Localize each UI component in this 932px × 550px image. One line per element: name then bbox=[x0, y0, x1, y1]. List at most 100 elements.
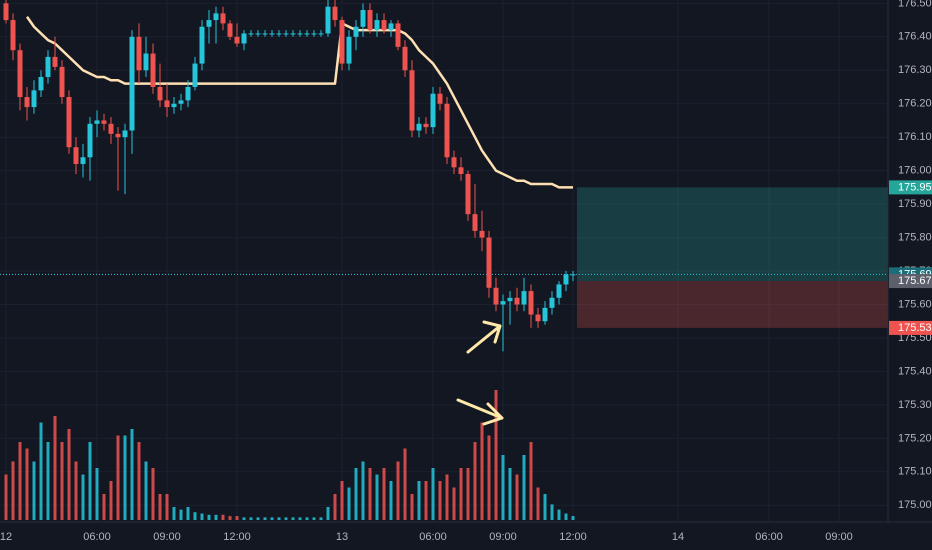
candle-body bbox=[465, 174, 471, 215]
y-tick-label: 175.00 bbox=[898, 499, 932, 511]
volume-bar bbox=[18, 442, 22, 520]
y-tick-label: 176.50 bbox=[898, 0, 932, 9]
candle-body bbox=[87, 123, 93, 158]
candle-body bbox=[570, 274, 576, 276]
volume-bar bbox=[305, 517, 309, 520]
candle-body bbox=[227, 23, 233, 37]
candle-body bbox=[66, 97, 72, 148]
candle-body bbox=[500, 301, 506, 305]
volume-bar bbox=[193, 512, 197, 520]
x-tick-label: 09:00 bbox=[825, 531, 853, 543]
x-tick-label: 09:00 bbox=[153, 531, 181, 543]
moving-average bbox=[25, 16, 573, 189]
candle-body bbox=[493, 287, 499, 305]
candle-body bbox=[199, 26, 205, 64]
y-tick-label: 176.10 bbox=[898, 131, 932, 143]
volume-bar bbox=[389, 481, 393, 520]
volume-bar bbox=[396, 461, 400, 520]
candle-body bbox=[458, 167, 464, 174]
volume-bar bbox=[81, 474, 85, 520]
candle-body bbox=[514, 297, 520, 305]
volume-bar bbox=[221, 514, 225, 520]
candle-body bbox=[451, 157, 457, 168]
volume-bar bbox=[235, 516, 239, 520]
x-tick-label: 12:00 bbox=[223, 531, 251, 543]
target-zone bbox=[577, 187, 888, 282]
volume-bar bbox=[333, 494, 337, 520]
candle-body bbox=[332, 6, 338, 21]
candle-body bbox=[472, 214, 478, 231]
volume-bar bbox=[200, 513, 204, 520]
candle-body bbox=[31, 90, 37, 108]
volume-bar bbox=[487, 435, 491, 520]
candle-body bbox=[325, 6, 331, 34]
volume-bar bbox=[256, 517, 260, 520]
candle-body bbox=[115, 133, 121, 138]
candle-body bbox=[185, 87, 191, 101]
y-tick-label: 176.20 bbox=[898, 98, 932, 110]
candle-body bbox=[437, 93, 443, 104]
volume-bar bbox=[102, 494, 106, 520]
volume-bar bbox=[207, 514, 211, 520]
candle-body bbox=[381, 20, 387, 31]
candle-body bbox=[311, 33, 317, 35]
volume-bar bbox=[25, 448, 29, 520]
x-tick-label: 12 bbox=[0, 531, 12, 543]
volume-bar bbox=[284, 517, 288, 520]
volume-bar bbox=[319, 517, 323, 520]
volume-bar bbox=[522, 455, 526, 520]
candle-body bbox=[94, 120, 100, 124]
volume-bar bbox=[550, 504, 554, 520]
volume-bar bbox=[340, 481, 344, 520]
candle-body bbox=[45, 56, 51, 77]
volume-bar bbox=[515, 474, 519, 520]
candle-body bbox=[542, 307, 548, 322]
volume-bar bbox=[298, 517, 302, 520]
candle-body bbox=[409, 70, 415, 131]
volume-bar bbox=[165, 494, 169, 520]
volume-bar bbox=[67, 429, 71, 520]
candle-body bbox=[353, 26, 359, 37]
volume-bar bbox=[4, 474, 8, 520]
volume-bar bbox=[410, 494, 414, 520]
candle-body bbox=[122, 130, 128, 138]
volume-bar bbox=[11, 461, 15, 520]
y-tick-label: 175.80 bbox=[898, 231, 932, 243]
volume-bar bbox=[501, 455, 505, 520]
volume-bar bbox=[116, 435, 120, 520]
volume-bar bbox=[32, 461, 36, 520]
volume-bar bbox=[172, 507, 176, 520]
candle-body bbox=[136, 36, 142, 71]
volume-bar bbox=[508, 468, 512, 520]
candle-body bbox=[430, 93, 436, 128]
volume-bar bbox=[186, 507, 190, 520]
candle-body bbox=[549, 297, 555, 308]
y-tick-label: 175.30 bbox=[898, 399, 932, 411]
volume-bar bbox=[368, 468, 372, 520]
volume-bar bbox=[431, 468, 435, 520]
candle-body bbox=[563, 274, 569, 285]
candle-body bbox=[367, 10, 373, 31]
volume-bar bbox=[417, 481, 421, 520]
price-tag-label: 175.67 bbox=[898, 275, 932, 287]
volume-bar bbox=[179, 509, 183, 520]
volume-bar bbox=[144, 461, 148, 520]
candle-body bbox=[206, 20, 212, 27]
volume-bar bbox=[473, 442, 477, 520]
volume-bar bbox=[74, 461, 78, 520]
volume-bar bbox=[95, 468, 99, 520]
volume-bar bbox=[291, 517, 295, 520]
volume-bar bbox=[53, 416, 57, 520]
candle-body bbox=[395, 23, 401, 47]
price-tag-label: 175.95 bbox=[898, 181, 932, 193]
y-tick-label: 175.90 bbox=[898, 198, 932, 210]
volume-bar bbox=[326, 507, 330, 520]
volume-bar bbox=[445, 474, 449, 520]
plot-area bbox=[0, 0, 888, 522]
volume-bar bbox=[494, 390, 498, 520]
volume-bar bbox=[543, 494, 547, 520]
x-tick-label: 06:00 bbox=[755, 531, 783, 543]
candle-body bbox=[535, 314, 541, 322]
volume-bar bbox=[123, 435, 127, 520]
